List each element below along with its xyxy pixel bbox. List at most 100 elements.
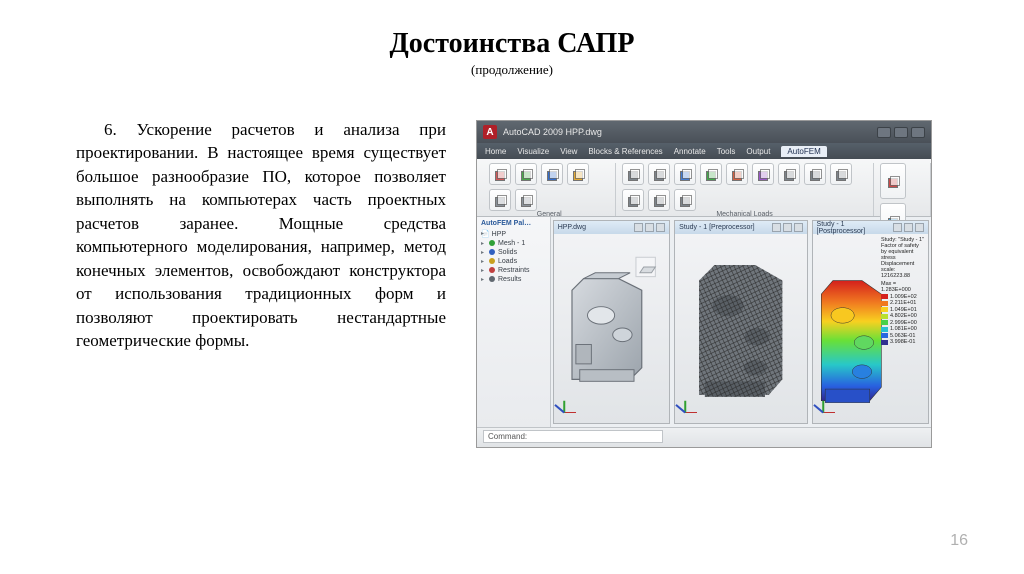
tool-icon — [834, 167, 848, 181]
legend-row: 4.802E+00 — [881, 313, 925, 319]
tool-icon — [545, 167, 559, 181]
tool-icon — [678, 167, 692, 181]
tree-root[interactable]: 📄 HPP — [481, 229, 546, 239]
ribbon-button[interactable] — [489, 163, 511, 185]
cad-menu-tabs[interactable]: Home Visualize View Blocks & References Anno… — [477, 143, 931, 159]
tool-icon — [493, 167, 507, 181]
legend-max: Max = 1.283E+000 — [881, 281, 925, 293]
tool-icon — [730, 167, 744, 181]
tool-icon — [626, 167, 640, 181]
pane-title: Study - 1 [Postprocessor] — [817, 221, 893, 235]
ribbon-button[interactable] — [752, 163, 774, 185]
window-controls[interactable] — [877, 127, 925, 138]
coordinate-axes-icon — [817, 397, 839, 419]
command-input[interactable]: Command: — [483, 430, 663, 443]
ribbon-button[interactable] — [830, 163, 852, 185]
menu-tab[interactable]: Output — [746, 147, 770, 156]
legend-value: 5.063E-01 — [890, 333, 915, 339]
tool-icon — [493, 193, 507, 207]
viewport-mesh[interactable]: Study - 1 [Preprocessor] — [674, 220, 807, 424]
ribbon-button[interactable] — [804, 163, 826, 185]
close-icon[interactable] — [911, 127, 925, 138]
tool-icon — [704, 167, 718, 181]
menu-tab[interactable]: Tools — [717, 147, 736, 156]
ribbon-button[interactable] — [515, 189, 537, 211]
legend-row: 2.211E+01 — [881, 300, 925, 306]
ribbon-button[interactable] — [778, 163, 800, 185]
ribbon-button[interactable] — [726, 163, 748, 185]
tree-header: AutoFEM Pal… — [481, 220, 546, 227]
tool-icon — [782, 167, 796, 181]
ribbon-button[interactable] — [541, 163, 563, 185]
cad-ribbon[interactable]: GeneralMechanical LoadsThermal Loads — [477, 159, 931, 217]
legend-value: 1.081E+00 — [890, 326, 917, 332]
content-row: 6. Ускорение расчетов и анализа при прое… — [0, 78, 1024, 448]
ribbon-button[interactable] — [674, 189, 696, 211]
legend-row: 1.081E+00 — [881, 326, 925, 332]
menu-tab[interactable]: AutoFEM — [781, 146, 826, 157]
legend-swatch-icon — [881, 327, 888, 332]
menu-tab[interactable]: Blocks & References — [588, 147, 662, 156]
legend-value: 1.049E+01 — [890, 307, 917, 313]
legend-value: 1.009E+02 — [890, 294, 917, 300]
menu-tab[interactable]: Visualize — [517, 147, 549, 156]
legend-title: Study: "Study - 1" Factor of safety by e… — [881, 237, 925, 279]
cad-titlebar: A AutoCAD 2009 HPP.dwg — [477, 121, 931, 143]
tree-item[interactable]: Restraints — [481, 266, 546, 275]
menu-tab[interactable]: Home — [485, 147, 506, 156]
tree-item[interactable]: Solids — [481, 248, 546, 257]
ribbon-group: Mechanical Loads — [616, 163, 873, 216]
legend-value: 2.999E+00 — [890, 320, 917, 326]
model-tree-panel[interactable]: AutoFEM Pal… 📄 HPP Mesh - 1SolidsLoadsRe… — [477, 217, 551, 427]
ribbon-button[interactable] — [622, 163, 644, 185]
coordinate-axes-icon — [679, 397, 701, 419]
legend-swatch-icon — [881, 333, 888, 338]
tree-item-icon — [489, 267, 495, 273]
slide-subtitle: (продолжение) — [0, 62, 1024, 78]
legend-value: 3.998E-01 — [890, 339, 915, 345]
tree-item[interactable]: Loads — [481, 257, 546, 266]
tool-icon — [519, 193, 533, 207]
legend-swatch-icon — [881, 294, 888, 299]
tree-item-icon — [489, 249, 495, 255]
tool-icon — [519, 167, 533, 181]
ribbon-button[interactable] — [648, 189, 670, 211]
minimize-icon[interactable] — [877, 127, 891, 138]
tree-item[interactable]: Results — [481, 275, 546, 284]
menu-tab[interactable]: View — [560, 147, 577, 156]
pane-title: Study - 1 [Preprocessor] — [679, 224, 754, 231]
menu-tab[interactable]: Annotate — [674, 147, 706, 156]
legend-row: 2.999E+00 — [881, 320, 925, 326]
tool-icon — [652, 193, 666, 207]
legend-row: 5.063E-01 — [881, 333, 925, 339]
tool-icon — [626, 193, 640, 207]
cad-status-bar: Command: — [477, 427, 931, 448]
cad-workspace: AutoFEM Pal… 📄 HPP Mesh - 1SolidsLoadsRe… — [477, 217, 931, 427]
ribbon-group: General — [483, 163, 616, 216]
ribbon-button[interactable] — [880, 163, 906, 199]
tool-icon — [678, 193, 692, 207]
legend-swatch-icon — [881, 301, 888, 306]
solid-model-icon — [554, 234, 669, 423]
page-number: 16 — [950, 532, 968, 550]
ribbon-button[interactable] — [567, 163, 589, 185]
viewport-results[interactable]: Study - 1 [Postprocessor] — [812, 220, 929, 424]
ribbon-button[interactable] — [489, 189, 511, 211]
ribbon-button[interactable] — [648, 163, 670, 185]
cad-screenshot: A AutoCAD 2009 HPP.dwg Home Visualize View… — [476, 120, 932, 448]
viewport-model[interactable]: HPP.dwg — [553, 220, 670, 424]
ribbon-button[interactable] — [622, 189, 644, 211]
legend-swatch-icon — [881, 340, 888, 345]
ribbon-button[interactable] — [674, 163, 696, 185]
tree-item[interactable]: Mesh - 1 — [481, 239, 546, 248]
tool-icon — [808, 167, 822, 181]
pane-title: HPP.dwg — [558, 224, 586, 231]
tree-item-icon — [489, 276, 495, 282]
app-logo-icon: A — [483, 125, 497, 139]
mesh-model-icon — [675, 234, 806, 423]
ribbon-button[interactable] — [515, 163, 537, 185]
ribbon-button[interactable] — [700, 163, 722, 185]
coordinate-axes-icon — [558, 397, 580, 419]
maximize-icon[interactable] — [894, 127, 908, 138]
stress-legend: Study: "Study - 1" Factor of safety by e… — [881, 237, 925, 346]
